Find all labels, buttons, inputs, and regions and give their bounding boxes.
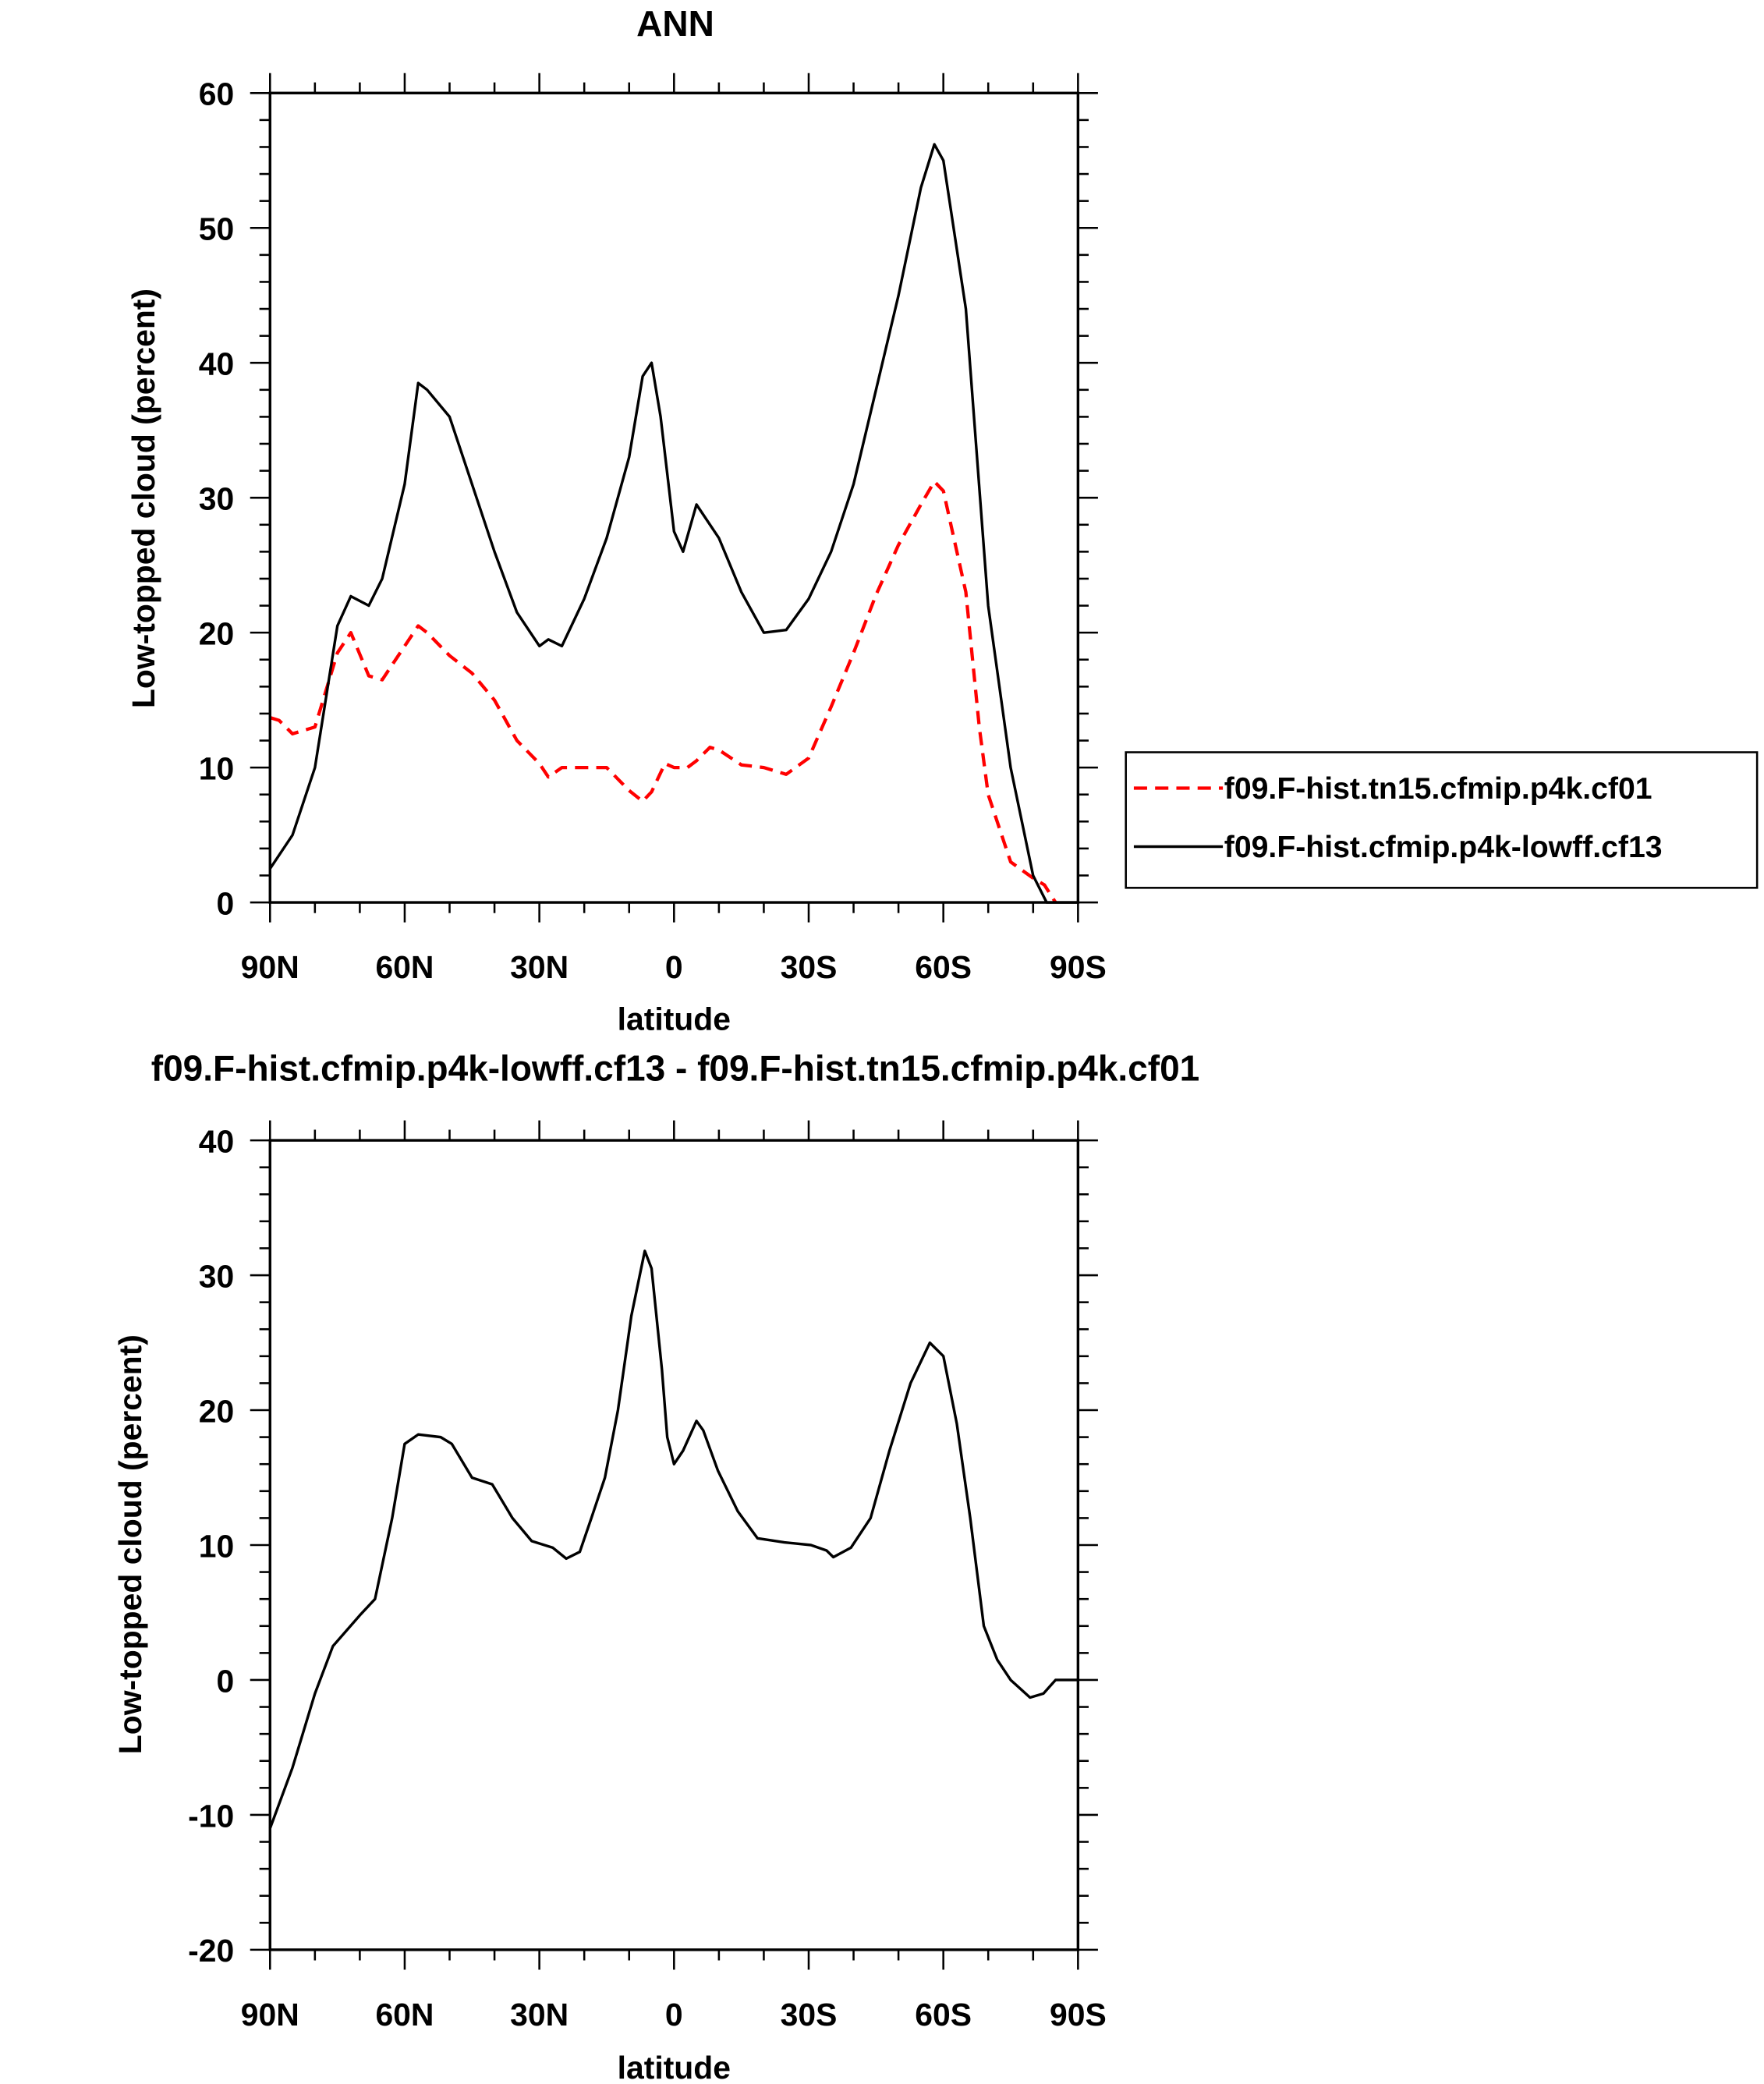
x-tick-label: 60S bbox=[915, 949, 972, 985]
y-tick-label: 40 bbox=[199, 1123, 234, 1159]
y-tick-label: 10 bbox=[199, 750, 234, 786]
y-tick-label: 30 bbox=[199, 481, 234, 517]
y-tick-label: 20 bbox=[199, 615, 234, 651]
y-tick-label: 0 bbox=[217, 1663, 235, 1699]
top-panel: ANN Low-topped cloud (percent) latitude … bbox=[126, 3, 1759, 1037]
top-ylabel: Low-topped cloud (percent) bbox=[126, 289, 161, 708]
series-line-1 bbox=[269, 480, 1057, 904]
x-tick-label: 30N bbox=[510, 949, 569, 985]
x-tick-label: 60N bbox=[375, 949, 434, 985]
x-tick-label: 30S bbox=[781, 949, 838, 985]
legend-label-series-1: f09.F-hist.tn15.cfmip.p4k.cf01 bbox=[1224, 772, 1652, 806]
x-tick-label: 60S bbox=[915, 1997, 972, 2033]
x-tick-label: 30S bbox=[781, 1997, 838, 2033]
y-tick-label: 0 bbox=[217, 885, 235, 921]
x-tick-label: 90N bbox=[241, 1997, 299, 2033]
y-tick-label: 60 bbox=[199, 76, 234, 112]
y-tick-label: -20 bbox=[188, 1933, 234, 1969]
x-tick-label: 60N bbox=[375, 1997, 434, 2033]
series-line-1 bbox=[268, 1249, 1079, 1829]
legend: f09.F-hist.tn15.cfmip.p4k.cf01 f09.F-his… bbox=[1125, 751, 1759, 889]
x-tick-label: 90S bbox=[1050, 1997, 1107, 2033]
y-tick-label: 20 bbox=[199, 1393, 234, 1429]
plot-frame bbox=[268, 1139, 1080, 1951]
legend-label-series-2: f09.F-hist.cfmip.p4k-lowff.cf13 bbox=[1224, 831, 1663, 864]
legend-box bbox=[1125, 751, 1759, 889]
y-tick-label: -10 bbox=[188, 1798, 234, 1834]
top-xlabel: latitude bbox=[618, 1001, 731, 1037]
y-tick-label: 50 bbox=[199, 211, 234, 247]
x-tick-label: 90N bbox=[241, 949, 299, 985]
bottom-panel: f09.F-hist.cfmip.p4k-lowff.cf13 - f09.F-… bbox=[112, 1047, 1199, 2084]
y-tick-label: 30 bbox=[199, 1258, 234, 1294]
plot-frame bbox=[268, 91, 1080, 904]
y-tick-label: 40 bbox=[199, 346, 234, 382]
y-tick-label: 10 bbox=[199, 1528, 234, 1564]
x-tick-label: 0 bbox=[665, 949, 683, 985]
bottom-xlabel: latitude bbox=[618, 2050, 731, 2084]
bottom-ylabel: Low-topped cloud (percent) bbox=[112, 1334, 148, 1754]
bottom-title: f09.F-hist.cfmip.p4k-lowff.cf13 - f09.F-… bbox=[151, 1047, 1199, 1088]
x-tick-label: 90S bbox=[1050, 949, 1107, 985]
top-title: ANN bbox=[636, 3, 714, 44]
series-line-2 bbox=[268, 143, 1079, 904]
x-tick-label: 0 bbox=[665, 1997, 683, 2033]
x-tick-label: 30N bbox=[510, 1997, 569, 2033]
